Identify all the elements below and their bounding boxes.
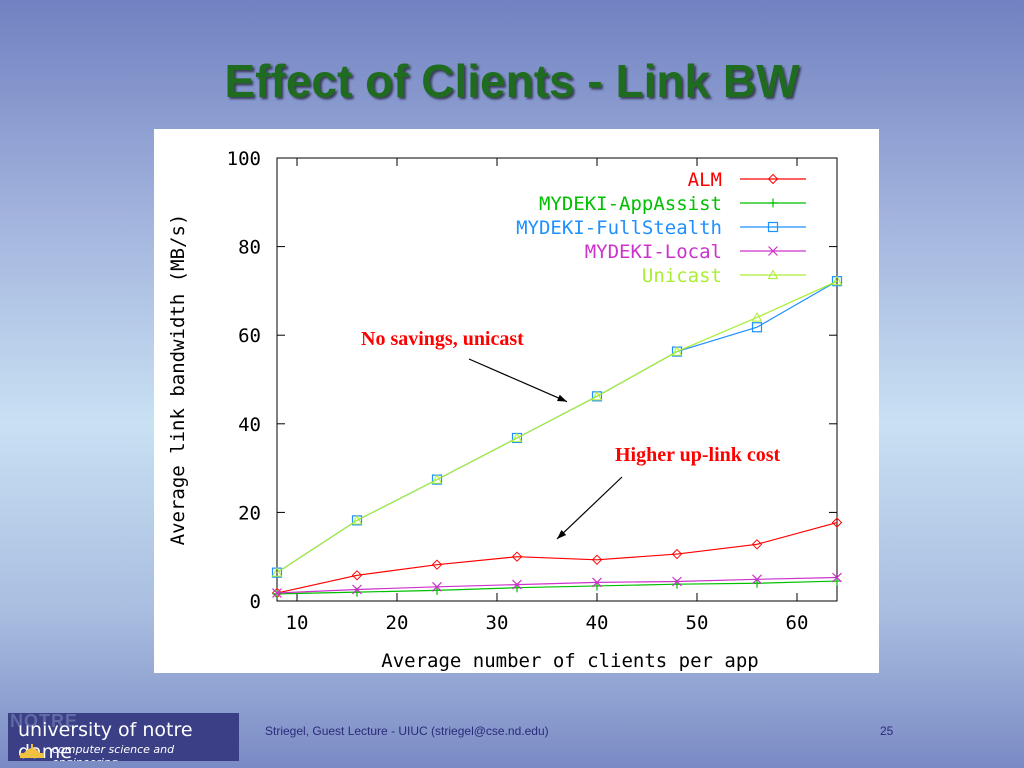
x-marker — [272, 588, 282, 598]
legend-entry-mydeki-local: MYDEKI-Local — [585, 241, 806, 263]
series-line-unicast — [276, 280, 838, 574]
annotation-arrow-line — [468, 358, 568, 403]
x-tick-label: 50 — [686, 612, 709, 634]
y-tick-label: 0 — [250, 591, 261, 613]
triangle-marker — [767, 269, 779, 280]
x-axis-label: Average number of clients per app — [381, 650, 759, 672]
x-marker — [752, 574, 762, 585]
legend-entry-alm: ALM — [688, 169, 806, 191]
axes-frame — [276, 157, 838, 602]
diamond-marker — [591, 554, 603, 566]
triangle-marker — [511, 432, 523, 443]
logo-department: computer science and engineering — [52, 743, 175, 761]
series-line-alm — [276, 522, 838, 594]
x-tick-label: 20 — [386, 612, 409, 634]
data-series — [271, 275, 843, 599]
series-unicast — [271, 275, 843, 577]
y-tick-label: 20 — [238, 502, 261, 524]
footer-text: Striegel, Guest Lecture - UIUC (striegel… — [265, 724, 549, 738]
x-marker — [768, 246, 778, 256]
diamond-marker — [431, 559, 443, 570]
diamond-marker — [671, 548, 683, 560]
x-marker — [432, 581, 442, 592]
x-marker — [352, 584, 362, 595]
x-marker — [832, 572, 842, 583]
legend-entry-mydeki-appassist: MYDEKI-AppAssist — [539, 193, 806, 215]
legend: ALMMYDEKI-AppAssistMYDEKI-FullStealthMYD… — [516, 169, 806, 287]
legend-label: MYDEKI-FullStealth — [516, 217, 722, 239]
triangle-marker — [591, 390, 603, 401]
annotation-label: No savings, unicast — [361, 328, 524, 350]
triangle-marker — [351, 514, 363, 525]
x-tick-label: 10 — [286, 612, 309, 634]
diamond-marker — [767, 173, 779, 185]
legend-entry-unicast: Unicast — [642, 265, 806, 287]
x-tick-label: 60 — [786, 612, 809, 634]
diamond-marker — [511, 551, 523, 562]
annotation-2: Higher up-link cost — [556, 444, 781, 540]
plus-marker — [272, 589, 282, 599]
annotation-1: No savings, unicast — [361, 328, 568, 403]
legend-label: Unicast — [642, 265, 722, 287]
plot-frame — [276, 157, 838, 602]
square-marker — [767, 221, 779, 233]
plus-marker — [752, 578, 762, 588]
series-line-mydeki-local — [276, 576, 838, 594]
series-mydeki-local — [272, 572, 842, 598]
legend-label: ALM — [688, 169, 722, 191]
square-marker — [751, 322, 763, 333]
chart-panel: 10 20 30 40 50 60 0 20 40 60 80 100 Average number o… — [154, 129, 879, 673]
x-tick-label: 40 — [586, 612, 609, 634]
annotation-arrow-head — [557, 394, 567, 402]
triangle-marker — [431, 474, 443, 484]
x-marker — [592, 577, 602, 588]
logo-watermark: NOTRE — [10, 713, 78, 731]
page-number: 25 — [880, 724, 894, 738]
series-mydeki-fullstealth — [271, 276, 843, 578]
tick-labels: 10 20 30 40 50 60 0 20 40 60 80 100 Average number o… — [167, 148, 808, 672]
series-alm — [271, 517, 843, 599]
line-chart: 10 20 30 40 50 60 0 20 40 60 80 100 Average number o… — [167, 148, 843, 672]
annotation-label: Higher up-link cost — [615, 444, 781, 466]
legend-label: MYDEKI-AppAssist — [539, 193, 722, 215]
series-line-mydeki-appassist — [276, 580, 838, 595]
annotations: No savings, unicast Higher up-link cost — [361, 328, 781, 540]
y-tick-label: 60 — [238, 325, 261, 347]
slide-title: Effect of Clients - Link BW — [224, 55, 800, 107]
y-axis-label: Average link bandwidth (MB/s) — [167, 214, 189, 546]
triangle-marker — [271, 567, 283, 577]
x-marker — [672, 576, 682, 587]
x-tick-label: 30 — [486, 612, 509, 634]
diamond-marker — [751, 539, 763, 550]
diamond-marker — [831, 517, 843, 528]
plus-marker — [768, 198, 778, 208]
legend-label: MYDEKI-Local — [585, 241, 722, 263]
y-tick-label: 40 — [238, 414, 261, 436]
diamond-marker — [351, 570, 363, 581]
triangle-marker — [751, 311, 763, 322]
dome-icon — [20, 744, 44, 758]
legend-entry-mydeki-fullstealth: MYDEKI-FullStealth — [516, 217, 806, 239]
triangle-marker — [831, 275, 843, 286]
y-tick-label: 100 — [227, 148, 261, 170]
annotation-arrow-line — [556, 476, 623, 540]
annotation-arrow-head — [557, 530, 567, 539]
university-logo: NOTRE university of notre dame computer … — [8, 713, 239, 761]
y-tick-label: 80 — [238, 237, 261, 259]
triangle-marker — [671, 346, 683, 356]
x-marker — [512, 579, 522, 590]
